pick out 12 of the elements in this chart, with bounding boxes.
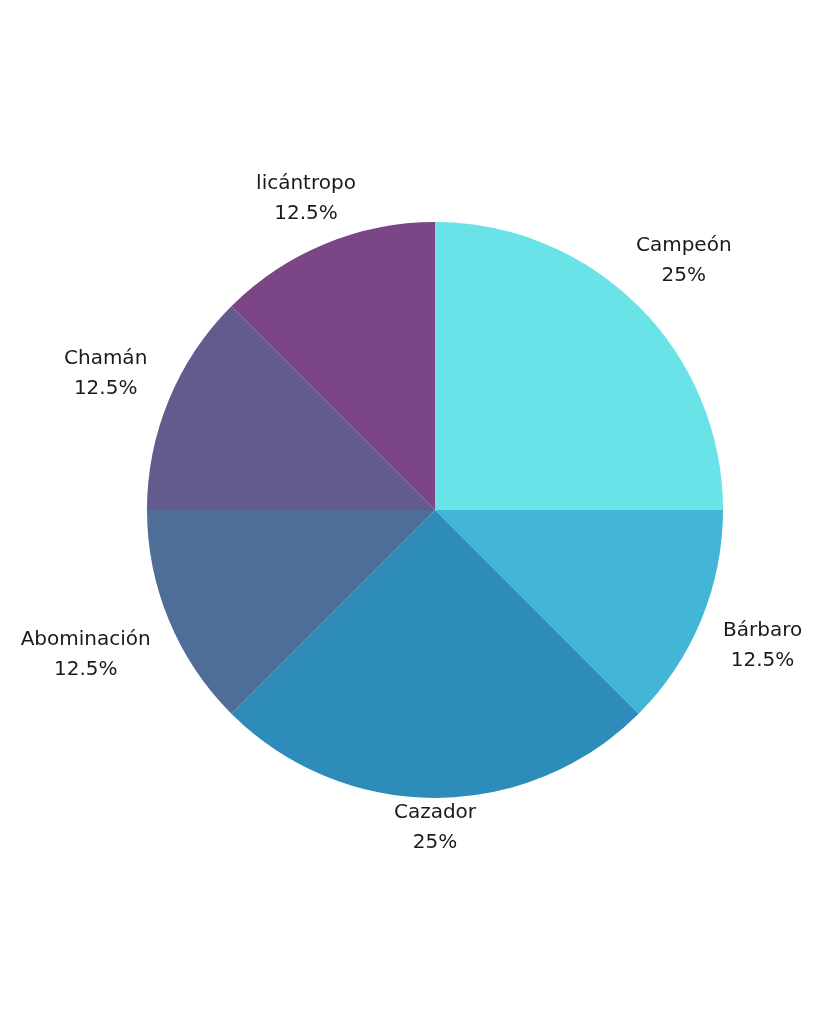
slice-label: Cazador [393, 799, 477, 824]
slice-label: Campeón [635, 232, 732, 257]
slice-label: Abominación [20, 625, 151, 650]
data-label: 12.5% [73, 374, 138, 399]
data-label: 25% [661, 262, 706, 287]
data-label: 25% [412, 829, 458, 854]
data-label: 12.5% [274, 199, 338, 224]
data-label: 12.5% [730, 646, 795, 671]
slice-label: Chamán [64, 344, 148, 369]
data-label: 12.5% [53, 655, 118, 680]
slice-label: licántropo [256, 169, 356, 194]
slice-label: Bárbaro [723, 616, 803, 641]
